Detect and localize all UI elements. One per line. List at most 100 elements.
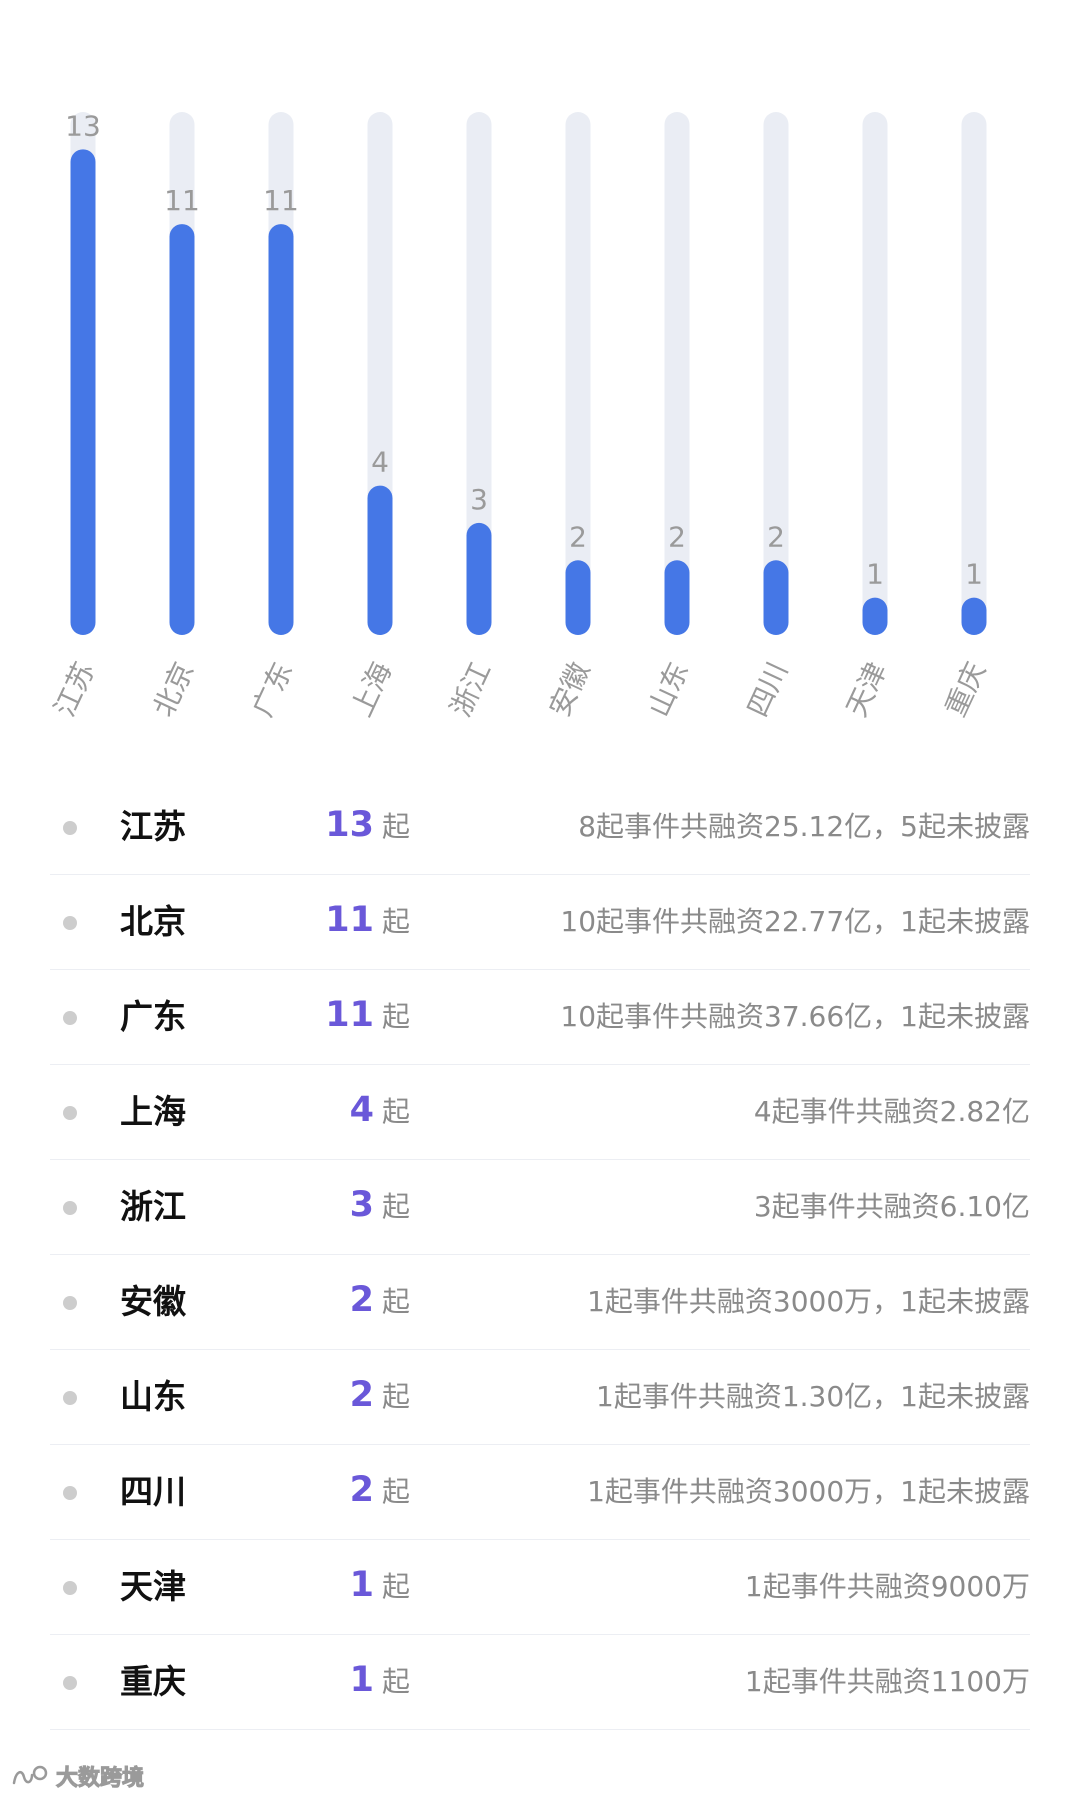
bar-北京 bbox=[169, 224, 195, 636]
event-count-number: 11 bbox=[325, 995, 374, 1035]
list-item: 安徽 2 起 1起事件共融资3000万，1起未披露 bbox=[50, 1255, 1030, 1350]
data-label: 11 bbox=[263, 184, 299, 217]
category-label: 四川 bbox=[741, 657, 795, 722]
event-count-number: 2 bbox=[349, 1375, 374, 1415]
data-label: 13 bbox=[65, 109, 101, 142]
data-label: 1 bbox=[965, 558, 983, 591]
bar-track bbox=[565, 112, 591, 635]
bullet-dot bbox=[63, 1581, 77, 1595]
list-item: 重庆 1 起 1起事件共融资1100万 bbox=[50, 1635, 1030, 1730]
event-count-number: 2 bbox=[349, 1280, 374, 1320]
list-item: 山东 2 起 1起事件共融资1.30亿，1起未披露 bbox=[50, 1350, 1030, 1445]
bar-track bbox=[664, 112, 690, 635]
bar-track bbox=[466, 112, 492, 635]
bar-天津 bbox=[862, 597, 888, 635]
event-count: 11 起 bbox=[325, 990, 410, 1046]
data-label: 2 bbox=[767, 520, 785, 553]
event-count-unit: 起 bbox=[381, 810, 410, 843]
data-label: 2 bbox=[668, 520, 686, 553]
bullet-dot bbox=[63, 1391, 77, 1405]
financing-detail: 10起事件共融资22.77亿，1起未披露 bbox=[560, 905, 1030, 938]
list-item: 浙江 3 起 3起事件共融资6.10亿 bbox=[50, 1160, 1030, 1255]
event-count-unit: 起 bbox=[381, 1665, 410, 1698]
category-label: 广东 bbox=[246, 657, 300, 722]
data-label: 11 bbox=[164, 184, 200, 217]
region-name: 安徽 bbox=[120, 1282, 186, 1321]
event-count-unit: 起 bbox=[381, 1285, 410, 1318]
event-count-number: 4 bbox=[349, 1090, 374, 1130]
region-name: 山东 bbox=[120, 1377, 186, 1416]
financing-detail: 1起事件共融资3000万，1起未披露 bbox=[587, 1475, 1030, 1508]
event-count-unit: 起 bbox=[381, 1190, 410, 1223]
bar-上海 bbox=[367, 485, 393, 635]
list-item: 广东 11 起 10起事件共融资37.66亿，1起未披露 bbox=[50, 970, 1030, 1065]
category-label: 江苏 bbox=[48, 657, 102, 722]
region-name: 四川 bbox=[120, 1472, 186, 1511]
region-name: 重庆 bbox=[120, 1662, 186, 1701]
bullet-dot bbox=[63, 916, 77, 930]
bar-重庆 bbox=[961, 597, 987, 635]
footer-logo: 大数跨境 bbox=[10, 1760, 145, 1792]
financing-detail: 1起事件共融资9000万 bbox=[744, 1570, 1030, 1603]
region-name: 天津 bbox=[120, 1567, 186, 1606]
financing-detail: 10起事件共融资37.66亿，1起未披露 bbox=[560, 1000, 1030, 1033]
category-label: 天津 bbox=[840, 657, 894, 722]
list-item: 江苏 13 起 8起事件共融资25.12亿，5起未披露 bbox=[50, 780, 1030, 875]
event-count-number: 1 bbox=[349, 1660, 374, 1700]
event-count-number: 13 bbox=[325, 805, 374, 845]
region-bar-chart: 13 江苏 11 北京 11 广东 4 上海 3 浙江 2 安徽 2 山东 2 四川 1 天津 1 重庆 bbox=[48, 109, 993, 722]
event-count: 13 起 bbox=[325, 800, 410, 856]
data-label: 3 bbox=[470, 483, 488, 516]
bullet-dot bbox=[63, 1106, 77, 1120]
region-name: 北京 bbox=[120, 902, 186, 941]
event-count-unit: 起 bbox=[381, 1095, 410, 1128]
category-label: 重庆 bbox=[939, 657, 993, 722]
category-label: 山东 bbox=[642, 657, 696, 722]
bar-广东 bbox=[268, 224, 294, 636]
wave-logo-icon bbox=[12, 1765, 48, 1785]
event-count-number: 11 bbox=[325, 900, 374, 940]
region-name: 广东 bbox=[120, 997, 186, 1036]
bar-track bbox=[862, 112, 888, 635]
bullet-dot bbox=[63, 821, 77, 835]
event-count: 11 起 bbox=[325, 895, 410, 951]
bar-四川 bbox=[763, 560, 789, 635]
bar-浙江 bbox=[466, 522, 492, 635]
event-count-unit: 起 bbox=[381, 1000, 410, 1033]
bullet-dot bbox=[63, 1676, 77, 1690]
list-item: 北京 11 起 10起事件共融资22.77亿，1起未披露 bbox=[50, 875, 1030, 970]
category-label: 北京 bbox=[147, 657, 201, 722]
event-count-number: 2 bbox=[349, 1470, 374, 1510]
event-count-number: 3 bbox=[349, 1185, 374, 1225]
bar-track bbox=[763, 112, 789, 635]
event-count-unit: 起 bbox=[381, 1380, 410, 1413]
bullet-dot bbox=[63, 1486, 77, 1500]
event-count-unit: 起 bbox=[381, 905, 410, 938]
financing-detail: 3起事件共融资6.10亿 bbox=[753, 1190, 1030, 1223]
data-label: 4 bbox=[371, 446, 389, 479]
data-label: 2 bbox=[569, 520, 587, 553]
financing-detail: 8起事件共融资25.12亿，5起未披露 bbox=[578, 810, 1030, 843]
financing-detail: 1起事件共融资3000万，1起未披露 bbox=[587, 1285, 1030, 1318]
bar-江苏 bbox=[70, 149, 96, 635]
list-item: 天津 1 起 1起事件共融资9000万 bbox=[50, 1540, 1030, 1635]
region-name: 上海 bbox=[120, 1092, 186, 1131]
financing-detail: 1起事件共融资1.30亿，1起未披露 bbox=[596, 1380, 1030, 1413]
logo-text: 大数跨境 bbox=[55, 1766, 145, 1792]
event-count-number: 1 bbox=[349, 1565, 374, 1605]
bar-track bbox=[961, 112, 987, 635]
financing-detail: 4起事件共融资2.82亿 bbox=[753, 1095, 1030, 1128]
category-label: 安徽 bbox=[543, 657, 597, 722]
event-count-unit: 起 bbox=[381, 1475, 410, 1508]
event-count-unit: 起 bbox=[381, 1570, 410, 1603]
data-label: 1 bbox=[866, 558, 884, 591]
financing-detail: 1起事件共融资1100万 bbox=[744, 1665, 1030, 1698]
bar-山东 bbox=[664, 560, 690, 635]
region-financing-list: 江苏 13 起 8起事件共融资25.12亿，5起未披露 北京 11 起 10起事件共融资22.… bbox=[50, 780, 1030, 1730]
